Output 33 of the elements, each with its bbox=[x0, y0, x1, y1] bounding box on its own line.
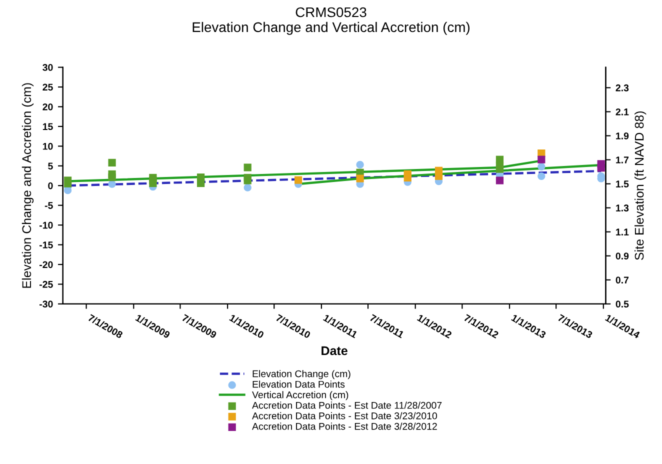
y-tick-label: 30 bbox=[42, 64, 53, 71]
y2-tick-label: 2.1 bbox=[616, 108, 629, 116]
y-tick-label: 15 bbox=[42, 123, 53, 130]
y-tick-label: 5 bbox=[48, 162, 53, 170]
y-axis-title: Elevation Change and Accretion (cm) bbox=[22, 83, 34, 288]
legend-label: Elevation Data Points bbox=[252, 380, 345, 388]
y-tick-label: 20 bbox=[42, 103, 53, 110]
x-axis-title: Date bbox=[322, 346, 348, 356]
y2-tick-label: 1.5 bbox=[616, 180, 629, 188]
y2-tick-label: 0.7 bbox=[616, 276, 629, 284]
y2-tick-label: 1.3 bbox=[616, 204, 629, 212]
legend-label: Vertical Accretion (cm) bbox=[252, 391, 348, 400]
y-tick-label: -30 bbox=[39, 300, 53, 308]
y-tick-label: 10 bbox=[42, 142, 53, 150]
y-tick-label: 25 bbox=[42, 84, 53, 91]
y2-tick-label: 2.3 bbox=[616, 84, 629, 92]
y-tick-label: -5 bbox=[44, 202, 53, 209]
y-tick-label: -10 bbox=[39, 222, 53, 229]
legend-label: Accretion Data Points - Est Date 3/28/2012 bbox=[252, 422, 437, 430]
legend-label: Accretion Data Points - Est Date 11/28/2007 bbox=[252, 402, 442, 409]
y2-tick-label: 1.7 bbox=[616, 156, 629, 164]
y2-axis-title: Site Elevation (ft NAVD 88) bbox=[634, 111, 646, 260]
chart-title: CRMS0523 Elevation Change and Vertical Accretion (cm) bbox=[192, 7, 470, 35]
legend-label: Elevation Change (cm) bbox=[252, 370, 350, 380]
y-tick-label: -25 bbox=[39, 280, 53, 288]
y2-tick-label: 0.5 bbox=[616, 300, 629, 308]
y-tick-label: -15 bbox=[39, 242, 53, 248]
y-tick-label: 0 bbox=[48, 182, 53, 190]
y2-tick-label: 0.9 bbox=[616, 252, 629, 260]
legend-label: Accretion Data Points - Est Date 3/23/2010 bbox=[252, 412, 438, 420]
y2-tick-label: 1.9 bbox=[616, 132, 629, 140]
y-tick-label: -20 bbox=[39, 261, 53, 268]
y2-tick-label: 1.1 bbox=[616, 228, 629, 236]
